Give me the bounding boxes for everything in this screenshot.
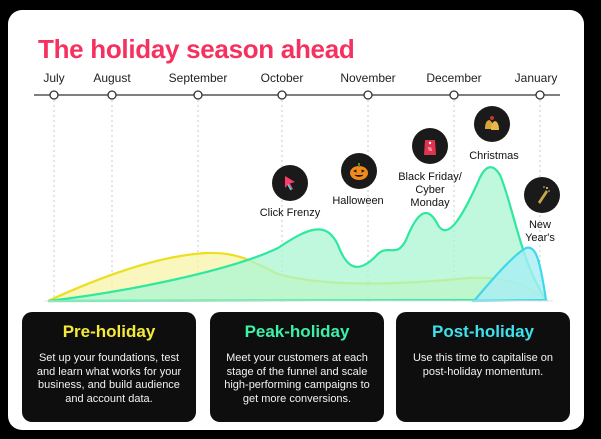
timeline-chart (34, 90, 560, 303)
infographic-card: The holiday season ahead (8, 10, 584, 430)
phase-peak-holiday: Peak-holiday Meet your customers at each… (210, 312, 384, 422)
shopping-tag-icon: % (412, 128, 448, 164)
phase-pre-holiday: Pre-holiday Set up your foundations, tes… (22, 312, 196, 422)
phase-post-holiday-text: Use this time to capitalise on post-holi… (412, 352, 553, 378)
page-title: The holiday season ahead (38, 34, 355, 64)
month-september: September (168, 71, 228, 85)
champagne-icon (524, 177, 560, 213)
phase-pre-holiday-text: Set up your foundations, test and learn … (36, 352, 182, 405)
post-holiday-curve (471, 246, 548, 303)
phase-post-holiday-title: Post-holiday (431, 322, 534, 341)
peak-holiday-curve (47, 166, 549, 303)
event-click-frenzy: Click Frenzy (259, 207, 321, 219)
month-july: July (43, 71, 65, 85)
phase-pre-holiday-title: Pre-holiday (62, 322, 156, 341)
month-dots (49, 90, 545, 100)
pumpkin-icon (341, 153, 377, 189)
event-halloween: Halloween (332, 195, 384, 207)
month-august: August (93, 71, 131, 85)
bells-icon (474, 106, 510, 142)
month-december: December (426, 71, 482, 85)
phase-peak-holiday-text: Meet your customers at each stage of the… (224, 352, 370, 405)
month-october: October (260, 71, 304, 85)
phase-post-holiday: Post-holiday Use this time to capitalise… (396, 312, 570, 422)
month-january: January (514, 71, 558, 85)
month-november: November (340, 71, 396, 85)
event-christmas: Christmas (469, 150, 519, 162)
phase-peak-holiday-title: Peak-holiday (244, 322, 350, 341)
event-black-friday-cyber-monday: Black Friday/ Cyber Monday (398, 171, 462, 209)
event-new-years: New Year's (525, 219, 555, 244)
cursor-arrow-icon (272, 165, 308, 201)
svg-text:%: % (428, 147, 433, 153)
